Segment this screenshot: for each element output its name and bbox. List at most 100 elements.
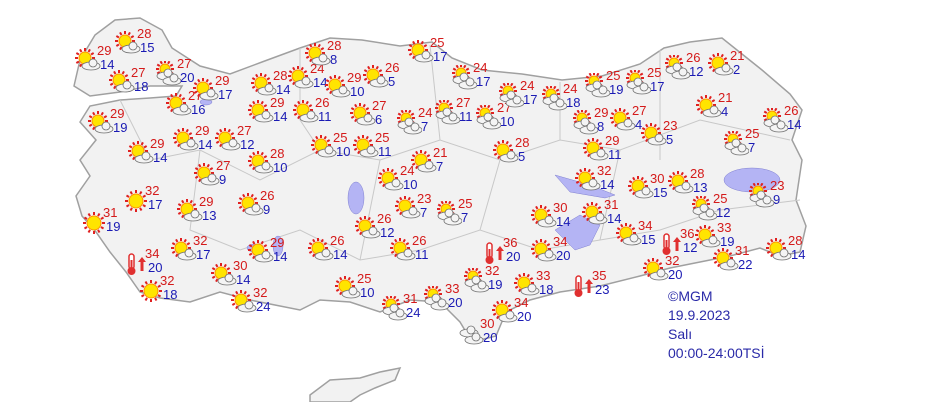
max-temp: 28 xyxy=(690,166,705,181)
max-temp: 34 xyxy=(514,295,529,310)
min-temp: 17 xyxy=(433,49,448,64)
max-temp: 26 xyxy=(784,103,799,118)
hot-icon xyxy=(662,233,681,255)
partly-cloudy-icon xyxy=(308,238,334,261)
city-forecast: 35 23 xyxy=(570,269,618,305)
max-temp: 28 xyxy=(137,26,152,41)
min-temp: 12 xyxy=(716,205,731,220)
mostly-cloudy-icon xyxy=(724,131,749,156)
city-forecast: 28 5 xyxy=(493,135,541,172)
max-temp: 28 xyxy=(788,233,803,248)
max-temp: 27 xyxy=(216,158,231,173)
city-forecast: 26 14 xyxy=(308,234,356,270)
partly-cloudy-icon xyxy=(325,75,351,98)
max-temp: 25 xyxy=(430,35,445,50)
min-temp: 14 xyxy=(276,82,291,97)
partly-cloudy-icon xyxy=(88,111,114,134)
city-forecast: 30 20 xyxy=(458,317,506,353)
min-temp: 17 xyxy=(476,74,491,89)
max-temp: 31 xyxy=(735,243,750,258)
max-temp: 21 xyxy=(730,48,745,63)
mostly-cloudy-icon xyxy=(476,105,501,130)
partly-cloudy-icon xyxy=(493,140,519,163)
max-temp: 29 xyxy=(195,123,210,138)
max-temp: 27 xyxy=(632,103,647,118)
max-temp: 26 xyxy=(412,233,427,248)
partly-cloudy-icon xyxy=(128,141,154,164)
max-temp: 30 xyxy=(553,200,568,215)
max-temp: 34 xyxy=(553,234,568,249)
min-temp: 20 xyxy=(506,249,521,264)
min-temp: 7 xyxy=(420,205,428,220)
min-temp: 8 xyxy=(330,52,338,67)
hot-icon xyxy=(485,242,504,264)
max-temp: 33 xyxy=(445,281,460,296)
partly-cloudy-icon xyxy=(641,123,667,146)
city-forecast: 26 11 xyxy=(293,96,341,132)
cloudy-icon xyxy=(459,325,484,345)
city-forecast: 36 20 xyxy=(481,236,529,272)
city-forecast: 23 5 xyxy=(641,119,689,155)
city-forecast: 29 17 xyxy=(193,74,241,110)
min-temp: 17 xyxy=(650,79,665,94)
city-forecast: 27 11 xyxy=(434,96,482,132)
min-temp: 7 xyxy=(461,210,469,225)
city-forecast: 36 12 xyxy=(658,226,706,263)
partly-cloudy-icon xyxy=(231,290,257,313)
partly-cloudy-icon xyxy=(248,240,274,263)
city-forecast: 29 13 xyxy=(177,195,225,231)
city-forecast: 30 14 xyxy=(531,200,579,237)
city-forecast: 27 6 xyxy=(350,99,398,135)
max-temp: 26 xyxy=(377,211,392,226)
province-borders xyxy=(119,44,801,261)
partly-cloudy-icon xyxy=(355,216,381,239)
mostly-cloudy-icon xyxy=(156,61,181,86)
min-temp: 11 xyxy=(459,109,473,124)
min-temp: 14 xyxy=(198,137,213,152)
mostly-cloudy-icon xyxy=(452,65,477,90)
partly-cloudy-icon xyxy=(335,276,361,299)
max-temp: 32 xyxy=(665,253,680,268)
mostly-cloudy-icon xyxy=(464,268,489,293)
min-temp: 9 xyxy=(773,192,781,207)
partly-cloudy-icon xyxy=(109,70,135,93)
mostly-cloudy-icon xyxy=(499,83,524,108)
max-temp: 29 xyxy=(270,95,285,110)
partly-cloudy-icon xyxy=(531,239,557,262)
city-forecast: 29 10 xyxy=(325,71,373,107)
min-temp: 14 xyxy=(273,249,288,264)
max-temp: 25 xyxy=(357,271,372,286)
city-forecast: 24 10 xyxy=(378,164,426,200)
ataturk-dam xyxy=(554,214,601,251)
partly-cloudy-icon xyxy=(766,238,792,261)
min-temp: 24 xyxy=(256,299,271,314)
city-forecast: 25 19 xyxy=(584,69,632,105)
city-forecast: 27 10 xyxy=(475,101,523,137)
max-temp: 29 xyxy=(270,235,285,250)
city-forecast: 31 14 xyxy=(582,198,630,234)
min-temp: 14 xyxy=(600,177,615,192)
partly-cloudy-icon xyxy=(575,168,601,191)
max-temp: 25 xyxy=(458,196,473,211)
city-forecast: 31 19 xyxy=(81,206,129,242)
max-temp: 34 xyxy=(145,246,160,261)
partly-cloudy-icon xyxy=(696,95,722,118)
city-forecast: 28 14 xyxy=(251,69,299,105)
city-forecast: 21 7 xyxy=(411,146,459,182)
min-temp: 5 xyxy=(388,74,396,89)
partly-cloudy-icon xyxy=(293,100,319,123)
max-temp: 28 xyxy=(515,135,530,150)
max-temp: 36 xyxy=(680,226,695,241)
min-temp: 14 xyxy=(787,117,802,132)
city-forecast: 30 14 xyxy=(211,259,259,295)
city-forecast: 34 20 xyxy=(123,246,171,283)
city-forecast: 29 14 xyxy=(75,44,123,80)
city-forecast: 29 14 xyxy=(248,235,296,272)
city-forecast: 29 14 xyxy=(173,123,221,160)
city-forecast: 34 20 xyxy=(531,234,579,271)
partly-cloudy-icon xyxy=(248,100,274,123)
lake-egirdir xyxy=(272,235,284,257)
min-temp: 13 xyxy=(693,180,708,195)
